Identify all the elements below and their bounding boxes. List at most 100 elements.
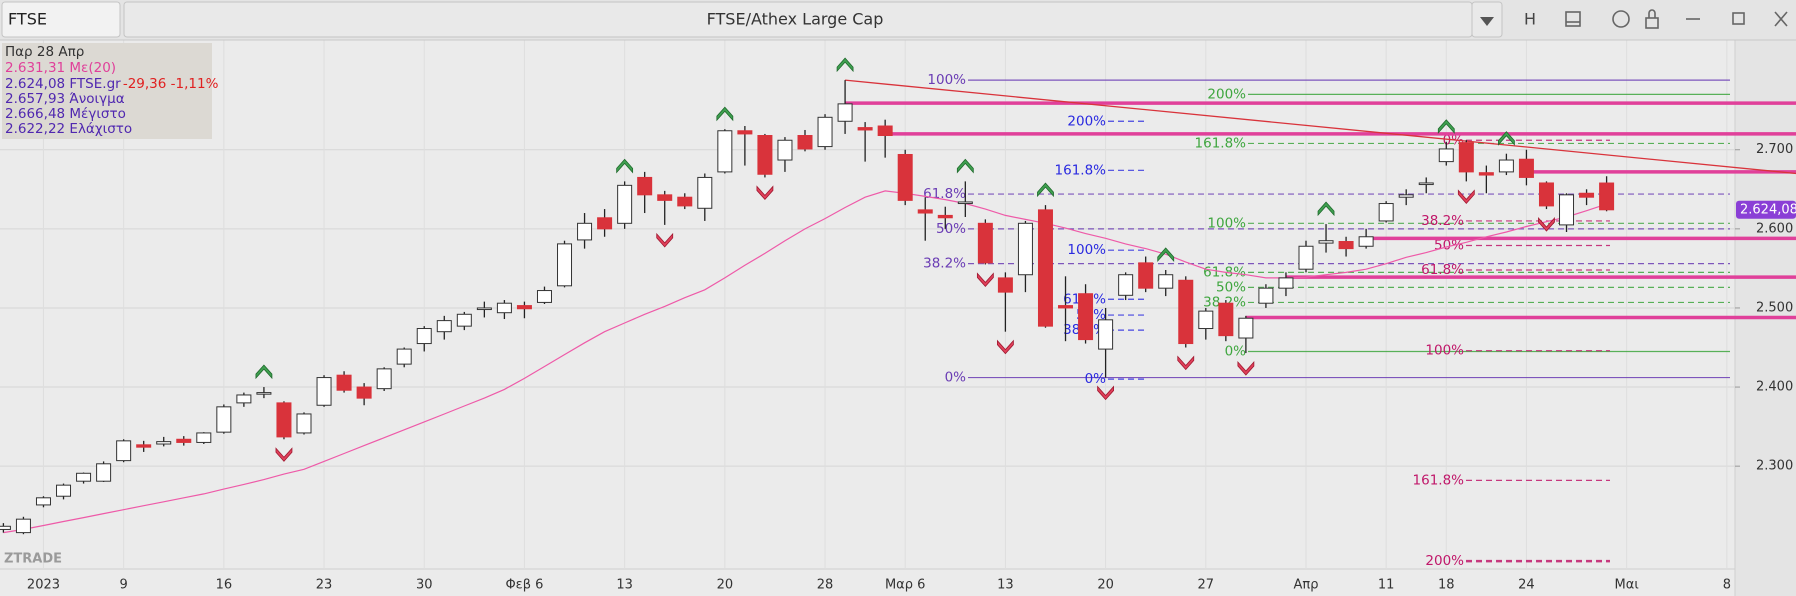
info-date: Παρ 28 Απρ	[5, 44, 84, 60]
watermark: ZTRADE	[4, 552, 62, 567]
candle-body	[1118, 274, 1134, 296]
fib-label: 38.2%	[1203, 294, 1246, 310]
plot: 2.300 2.400 2.500 2.600 2.700 2023 9 16 23 30 Φεβ …	[0, 39, 1796, 593]
x-tick-label: 8	[1723, 578, 1731, 593]
candle-body	[176, 438, 192, 443]
button-h[interactable]: H	[1524, 10, 1536, 29]
fib-label: 161.8%	[1195, 135, 1247, 151]
candle-body	[637, 176, 653, 196]
down-arrow	[756, 185, 774, 201]
trendline	[845, 79, 1796, 175]
last-price-box	[1736, 200, 1796, 219]
fib-label: 38.2%	[1421, 213, 1464, 229]
candle-body	[15, 518, 31, 534]
fib-label: 50%	[1216, 279, 1246, 295]
candle-body	[496, 302, 512, 314]
candle-body	[136, 444, 152, 448]
dropdown-arrow	[1480, 17, 1494, 26]
fib-label: 200%	[1207, 86, 1246, 102]
candle-body	[1559, 194, 1575, 226]
fib-label: 100%	[1067, 242, 1106, 258]
candle-body	[837, 103, 853, 122]
down-arrow	[275, 447, 293, 462]
x-tick-label: 27	[1198, 578, 1215, 593]
candle-body	[76, 472, 92, 482]
candle-body	[476, 307, 492, 311]
candle-body	[1599, 182, 1615, 211]
fib-label: 200%	[1067, 113, 1106, 129]
candle-body	[797, 135, 813, 150]
candle-body	[316, 377, 332, 406]
x-tick-label: 24	[1518, 578, 1535, 593]
x-tick-label: 16	[216, 578, 233, 593]
candle-body	[1438, 148, 1454, 163]
candle-body	[1458, 142, 1474, 173]
info-last-value: 2.624,08 FTSE.gr	[5, 76, 121, 92]
x-tick-label: 11	[1378, 578, 1395, 593]
fib-label: 161.8%	[1413, 472, 1465, 488]
candle-body	[937, 214, 953, 219]
icon-quote[interactable]	[1612, 10, 1630, 28]
candle-body	[1158, 274, 1174, 289]
down-arrow	[1457, 189, 1475, 204]
down-arrow	[1097, 385, 1114, 401]
icon-window[interactable]	[1565, 11, 1581, 27]
x-tick-label: 28	[817, 578, 834, 593]
candle-body	[436, 320, 452, 333]
info-change: -29,36 -1,11%	[123, 76, 219, 92]
candle-body	[1178, 279, 1194, 345]
up-arrow	[1498, 131, 1515, 146]
y-tick-label: 2.300	[1756, 459, 1793, 474]
candle-body	[917, 209, 933, 214]
candle-body	[0, 525, 11, 530]
fib-label: 100%	[1425, 343, 1464, 359]
candle-body	[396, 348, 412, 365]
x-tick-label: Φεβ 6	[505, 578, 543, 593]
candle-body	[336, 374, 352, 391]
candle-body	[1278, 277, 1294, 289]
candle-body	[977, 222, 993, 264]
candle-body	[456, 313, 472, 327]
x-tick-label: 9	[119, 578, 127, 593]
x-tick-label: 20	[717, 578, 734, 593]
moving-average	[3, 190, 1607, 534]
x-tick-label: 13	[997, 578, 1014, 593]
x-tick-label: 2023	[27, 578, 60, 593]
y-tick-label: 2.700	[1756, 142, 1793, 157]
candle-body	[737, 130, 753, 135]
x-tick-label: 30	[416, 578, 433, 593]
candle-body	[777, 139, 793, 161]
candle-body	[96, 463, 112, 482]
candle-body	[156, 441, 172, 445]
candle-body	[1478, 172, 1494, 176]
candle-body	[957, 201, 973, 205]
candle-body	[296, 413, 312, 434]
candle-body	[1058, 305, 1074, 309]
candle-body	[617, 184, 633, 224]
candle-body	[216, 406, 232, 433]
info-ma: 2.631,31 Με(20)	[5, 60, 116, 76]
candle-body	[256, 392, 272, 395]
candle-body	[1338, 241, 1354, 250]
candle-body	[1378, 203, 1394, 222]
chart-title: FTSE/Athex Large Cap	[707, 10, 884, 29]
candle-body	[1198, 310, 1214, 330]
candle-body	[857, 127, 873, 131]
up-arrow	[1157, 247, 1175, 263]
candle-body	[697, 176, 713, 209]
fib-label: 38.2%	[923, 256, 966, 272]
info-low: 2.622,22 Ελάχιστο	[5, 121, 132, 137]
up-arrow	[255, 364, 273, 380]
icon-lock[interactable]	[1645, 17, 1659, 29]
icon-close	[1774, 11, 1788, 27]
symbol-input[interactable]	[1, 1, 121, 38]
candle-body	[116, 440, 132, 462]
icon-restore[interactable]	[1732, 12, 1745, 25]
candle-body	[1398, 194, 1414, 198]
x-tick-label: 23	[316, 578, 333, 593]
candle-body	[1518, 158, 1534, 178]
candle-body	[817, 116, 833, 148]
up-arrow	[616, 158, 634, 174]
